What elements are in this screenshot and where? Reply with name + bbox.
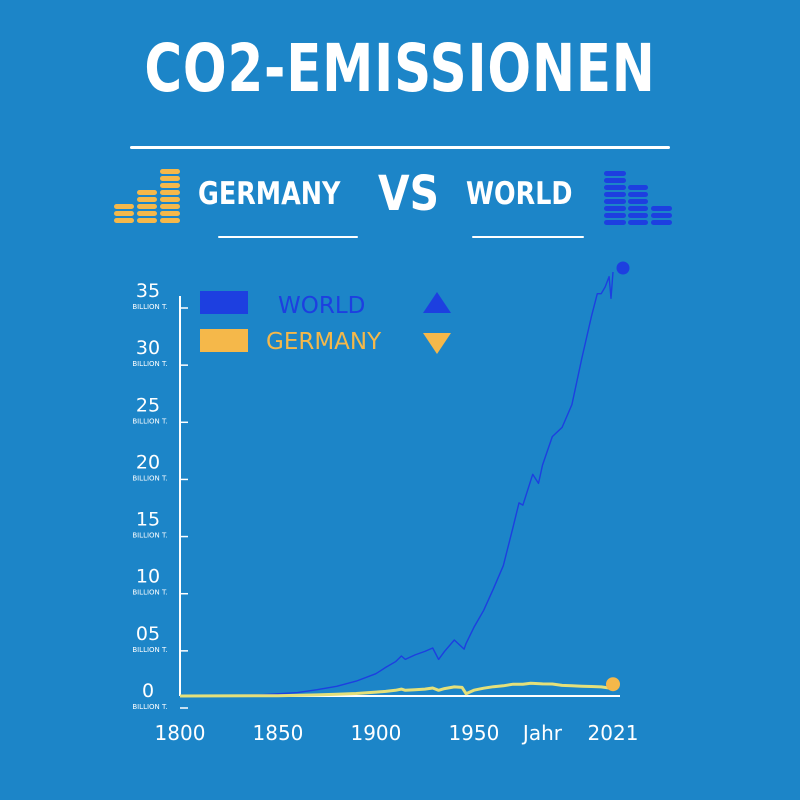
y-tick-unit: BILLION T. [132,703,167,711]
legend-swatch-germany [200,329,248,352]
x-tick-label: 1900 [350,721,401,745]
germany-underline [218,236,358,238]
y-tick-label: 30 [136,337,160,359]
x-axis-title: Jahr [521,721,563,745]
legend-label-world: WORLD [278,293,365,319]
y-tick-unit: BILLION T. [132,360,167,368]
series-endpoint-germany [606,677,620,692]
y-tick-label: 25 [136,394,160,416]
subtitle-vs: VS [378,166,439,222]
x-tick-label: 1800 [155,721,206,745]
series-endpoint-world [616,261,630,275]
legend-swatch-world [200,291,248,314]
subtitle-germany: GERMANY [198,176,341,212]
y-tick-label: 35 [136,280,160,302]
stacked-bars-icon [604,171,672,225]
series-line-germany [179,681,614,698]
series-line-world [179,271,614,697]
title-divider [130,146,670,149]
page-title: CO2-EMISSIONEN [144,30,656,107]
y-tick-unit: BILLION T. [132,474,167,482]
y-tick-label: 15 [136,509,160,531]
y-tick-label: 20 [136,451,160,473]
y-tick-unit: BILLION T. [132,303,167,311]
y-tick-unit: BILLION T. [132,646,167,654]
y-tick-unit: BILLION T. [132,417,167,425]
world-underline [472,236,584,238]
triangle-up-icon [423,292,451,313]
y-tick-label: 05 [136,623,160,645]
x-tick-label: 2021 [588,721,639,745]
x-tick-label: 1950 [448,721,499,745]
y-tick-label: 10 [136,566,160,588]
y-tick-unit: BILLION T. [132,589,167,597]
legend-label-germany: GERMANY [266,329,382,355]
triangle-down-icon [423,333,451,354]
x-tick-label: 1850 [253,721,304,745]
subtitle-world: WORLD [466,176,573,212]
stacked-coins-icon [114,169,180,223]
y-tick-label: 0 [142,680,154,702]
y-tick-unit: BILLION T. [132,532,167,540]
